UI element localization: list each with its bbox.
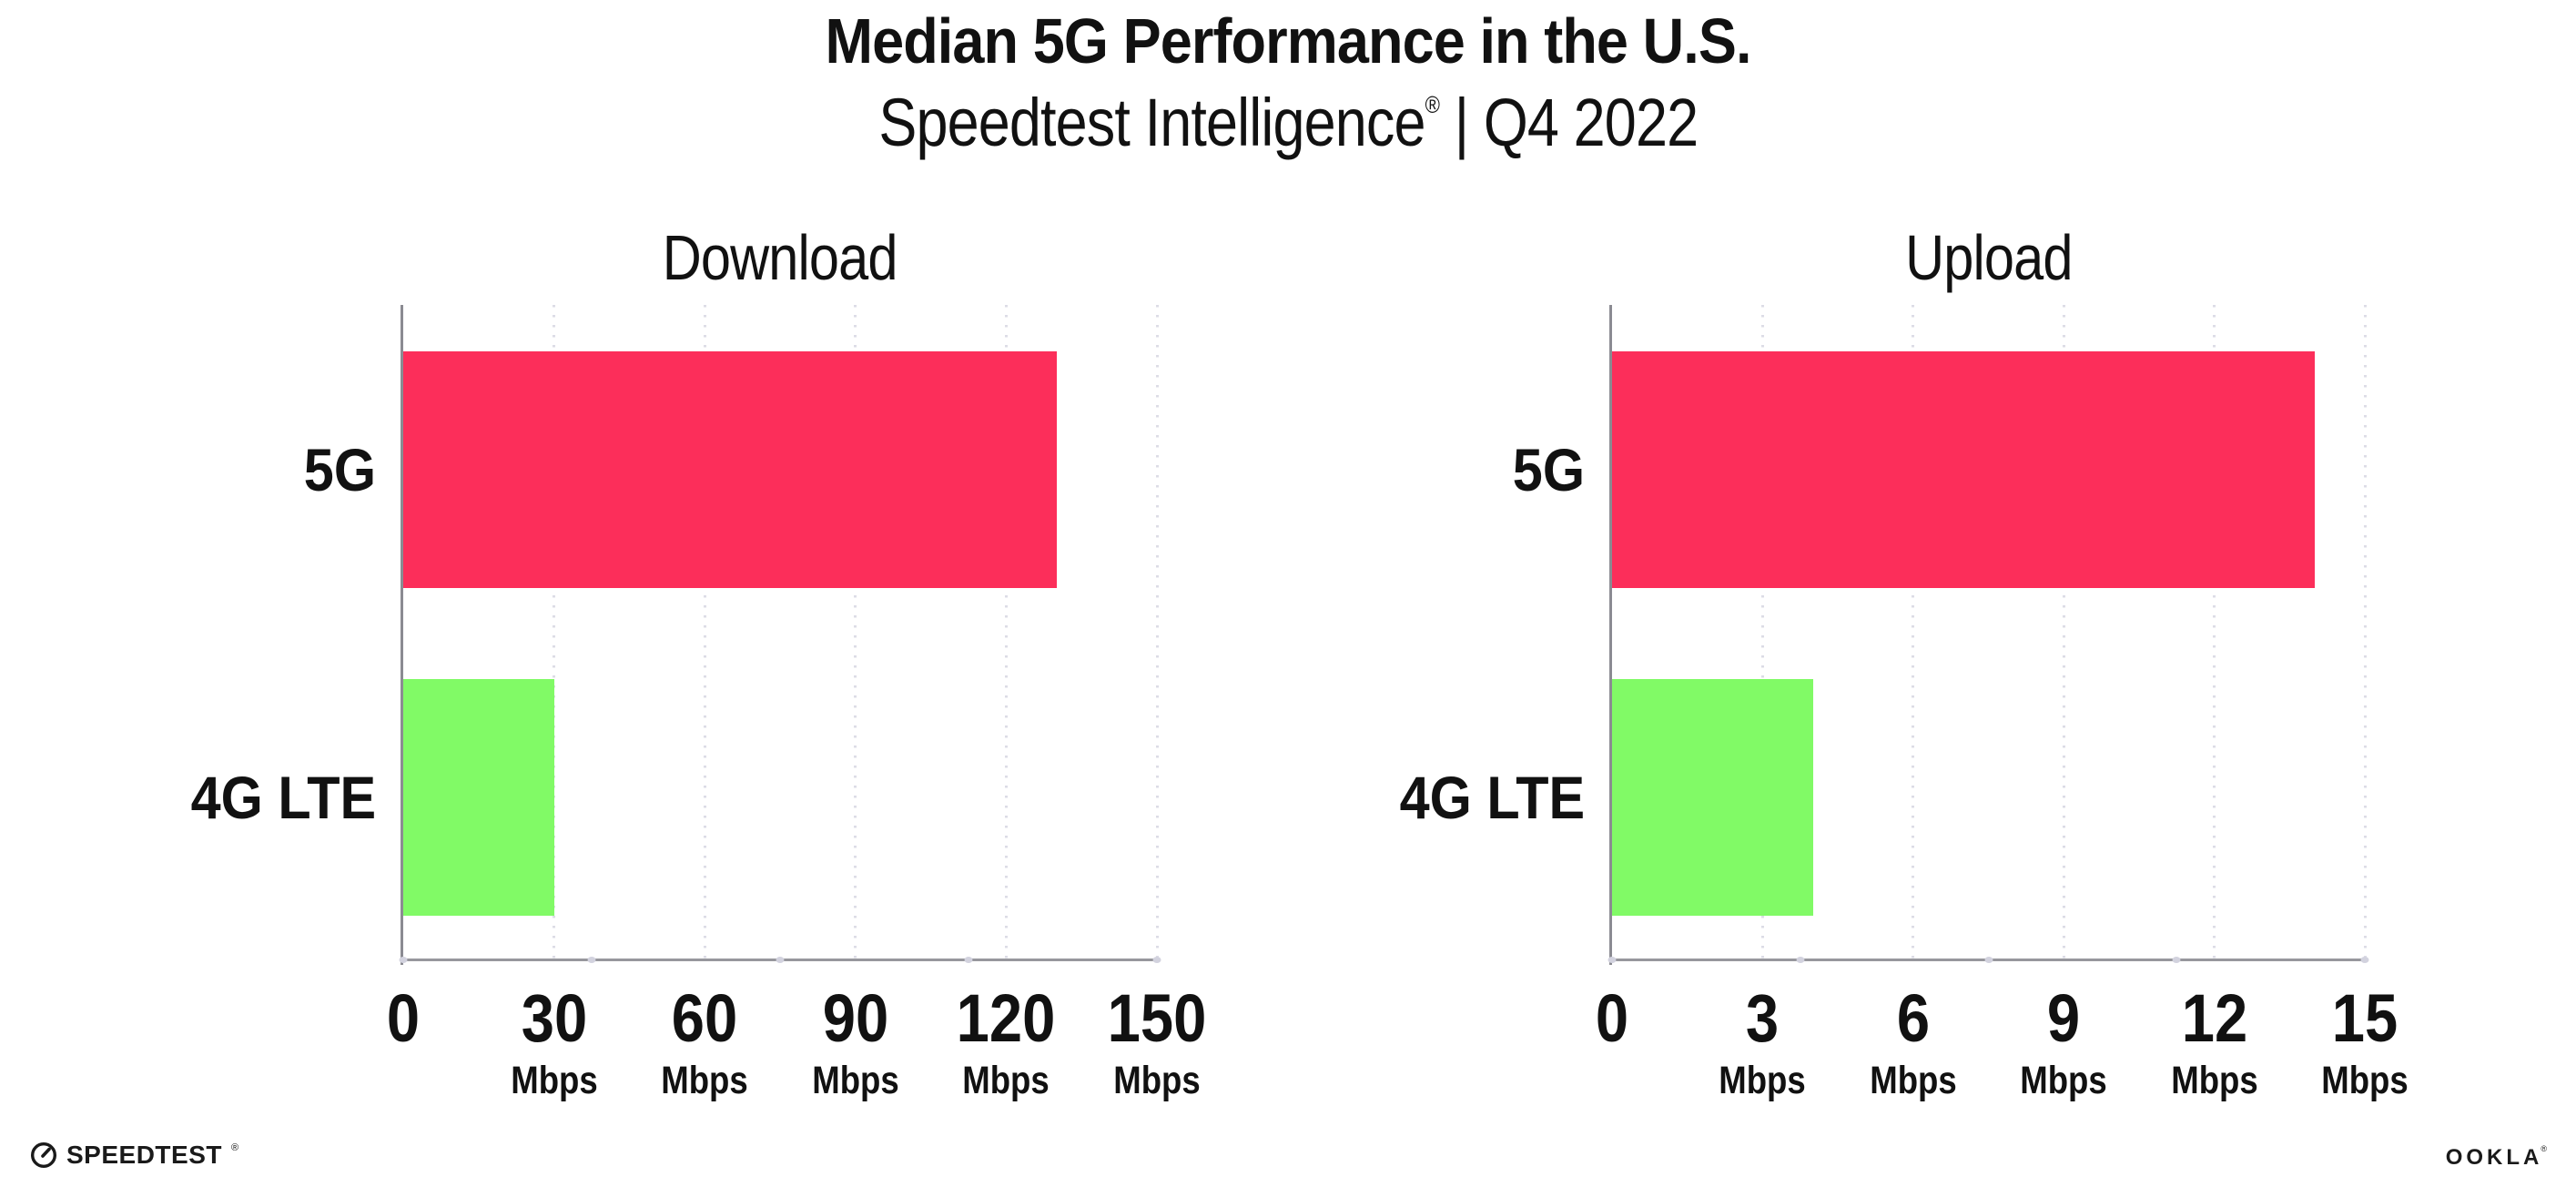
x-tick-download-120: 120 Mbps bbox=[950, 985, 1062, 1101]
speedtest-logo: SPEEDTEST ® bbox=[30, 1141, 238, 1169]
baseline-dot-upload-1 bbox=[1796, 957, 1805, 963]
baseline-dot-upload-3 bbox=[2172, 957, 2181, 963]
gridline-download-90 bbox=[854, 305, 857, 959]
x-tick-unit-download-120: Mbps bbox=[962, 1059, 1050, 1102]
subtitle-period: | Q4 2022 bbox=[1438, 85, 1698, 160]
speedtest-registered-mark: ® bbox=[230, 1141, 239, 1153]
x-tick-unit-download-30: Mbps bbox=[510, 1059, 598, 1102]
x-tick-download-30: 30 Mbps bbox=[502, 985, 604, 1101]
chart-title-download: Download bbox=[403, 226, 1157, 289]
gridline-upload-3 bbox=[1760, 305, 1764, 959]
x-tick-unit-download-60: Mbps bbox=[661, 1059, 748, 1102]
x-tick-download-90: 90 Mbps bbox=[805, 985, 907, 1101]
baseline-dot-download-4 bbox=[1152, 957, 1161, 963]
x-tick-value-upload-15: 15 bbox=[2331, 980, 2399, 1056]
gridline-download-150 bbox=[1155, 305, 1159, 959]
gridline-download-120 bbox=[1004, 305, 1008, 959]
baseline-dot-download-2 bbox=[776, 957, 785, 963]
x-tick-unit-upload-6: Mbps bbox=[1870, 1059, 1957, 1102]
plot-download bbox=[399, 305, 1161, 966]
figure-subtitle: Speedtest Intelligence® | Q4 2022 bbox=[0, 89, 2576, 157]
speedtest-wordmark: SPEEDTEST bbox=[66, 1141, 222, 1169]
x-tick-value-download-30: 30 bbox=[521, 980, 587, 1056]
bar-5g-upload bbox=[1612, 351, 2315, 588]
x-tick-upload-15: 15 Mbps bbox=[2314, 985, 2416, 1101]
x-tick-download-0: 0 bbox=[384, 985, 421, 1052]
gridline-download-30 bbox=[553, 305, 556, 959]
plot-upload bbox=[1607, 305, 2369, 966]
gridline-upload-6 bbox=[1912, 305, 1915, 959]
chart-title-text-upload: Upload bbox=[1904, 222, 2073, 293]
ookla-registered-mark: ® bbox=[2541, 1143, 2547, 1153]
bar-5g-download bbox=[403, 351, 1057, 588]
x-tick-unit-upload-9: Mbps bbox=[2020, 1059, 2107, 1102]
x-tick-upload-6: 6 Mbps bbox=[1862, 985, 1964, 1101]
baseline-dot-upload-0 bbox=[1607, 957, 1617, 963]
x-tick-value-upload-12: 12 bbox=[2181, 980, 2247, 1056]
x-tick-value-download-120: 120 bbox=[957, 980, 1056, 1056]
row-label-4g-lte-upload: 4G LTE bbox=[1399, 764, 1585, 831]
x-tick-upload-0: 0 bbox=[1593, 985, 1630, 1052]
y-axis-download bbox=[401, 305, 403, 966]
chart-title-upload: Upload bbox=[1612, 226, 2365, 289]
x-tick-value-upload-9: 9 bbox=[2047, 980, 2081, 1056]
ookla-logo: OOKLA® bbox=[2445, 1143, 2549, 1170]
row-label-4g-lte-download: 4G LTE bbox=[190, 764, 376, 831]
x-tick-upload-9: 9 Mbps bbox=[2013, 985, 2115, 1101]
x-tick-upload-3: 3 Mbps bbox=[1711, 985, 1813, 1101]
x-tick-value-download-0: 0 bbox=[386, 980, 421, 1056]
x-tick-value-upload-0: 0 bbox=[1595, 980, 1629, 1056]
gridline-upload-12 bbox=[2213, 305, 2216, 959]
baseline-dot-download-0 bbox=[399, 957, 408, 963]
baseline-dot-download-1 bbox=[587, 957, 596, 963]
gridline-download-60 bbox=[703, 305, 706, 959]
subtitle-brand: Speedtest Intelligence bbox=[878, 85, 1425, 160]
x-tick-value-download-150: 150 bbox=[1107, 980, 1207, 1056]
registered-mark: ® bbox=[1425, 91, 1439, 118]
chart-title-text-download: Download bbox=[663, 222, 898, 293]
x-tick-unit-upload-3: Mbps bbox=[1719, 1059, 1807, 1102]
bar-4g-lte-download bbox=[403, 679, 554, 916]
x-tick-unit-upload-15: Mbps bbox=[2321, 1059, 2409, 1102]
y-axis-upload bbox=[1609, 305, 1612, 966]
x-tick-unit-upload-12: Mbps bbox=[2170, 1059, 2258, 1102]
baseline-dot-upload-2 bbox=[1984, 957, 1993, 963]
x-tick-value-download-60: 60 bbox=[671, 980, 738, 1056]
ookla-wordmark: OOKLA bbox=[2445, 1145, 2543, 1170]
x-tick-download-150: 150 Mbps bbox=[1100, 985, 1212, 1101]
speedtest-gauge-icon bbox=[30, 1141, 57, 1169]
row-label-5g-upload: 5G bbox=[1512, 436, 1585, 503]
bar-4g-lte-upload bbox=[1612, 679, 1813, 916]
x-tick-unit-download-90: Mbps bbox=[812, 1059, 899, 1102]
x-tick-upload-12: 12 Mbps bbox=[2163, 985, 2265, 1101]
x-tick-value-upload-3: 3 bbox=[1746, 980, 1780, 1056]
page-title: Median 5G Performance in the U.S. bbox=[0, 9, 2576, 73]
baseline-dot-upload-4 bbox=[2360, 957, 2369, 963]
baseline-dot-download-3 bbox=[964, 957, 973, 963]
page-title-text: Median 5G Performance in the U.S. bbox=[825, 5, 1751, 76]
x-tick-value-upload-6: 6 bbox=[1896, 980, 1930, 1056]
x-tick-download-60: 60 Mbps bbox=[654, 985, 756, 1101]
x-tick-value-download-90: 90 bbox=[822, 980, 889, 1056]
gridline-upload-9 bbox=[2062, 305, 2065, 959]
gridline-upload-15 bbox=[2363, 305, 2367, 959]
x-tick-unit-download-150: Mbps bbox=[1113, 1059, 1201, 1102]
row-label-5g-download: 5G bbox=[303, 436, 376, 503]
